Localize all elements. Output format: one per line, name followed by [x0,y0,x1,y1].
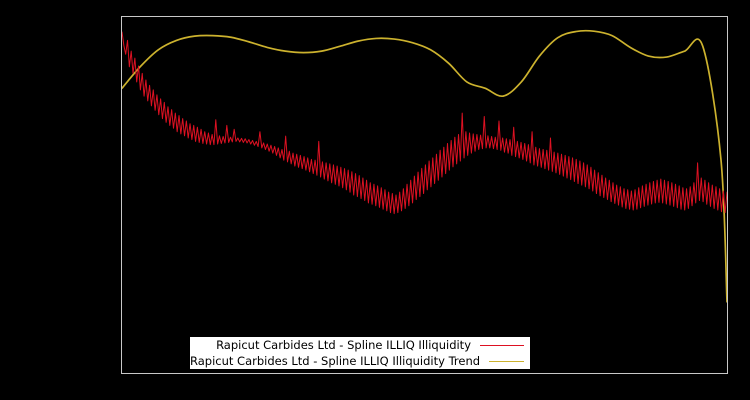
legend-swatch-illiquidity-trend [489,360,524,362]
legend-label-illiquidity: Rapicut Carbides Ltd - Spline ILLIQ Illi… [216,338,471,352]
legend-label-illiquidity-trend: Rapicut Carbides Ltd - Spline ILLIQ Illi… [190,354,481,368]
y-axis-tick-labels: 110010000100000010000000010000000000 [0,0,115,400]
chart-legend[interactable]: Rapicut Carbides Ltd - Spline ILLIQ Illi… [190,337,530,369]
plot-area [121,16,728,374]
legend-entry-illiquidity[interactable]: Rapicut Carbides Ltd - Spline ILLIQ Illi… [190,337,530,353]
trend-line-path [122,29,727,303]
legend-swatch-illiquidity [480,344,524,346]
legend-entry-illiquidity-trend[interactable]: Rapicut Carbides Ltd - Spline ILLIQ Illi… [190,353,530,369]
illiquidity-line-path [122,31,727,215]
series-plot [122,29,727,303]
